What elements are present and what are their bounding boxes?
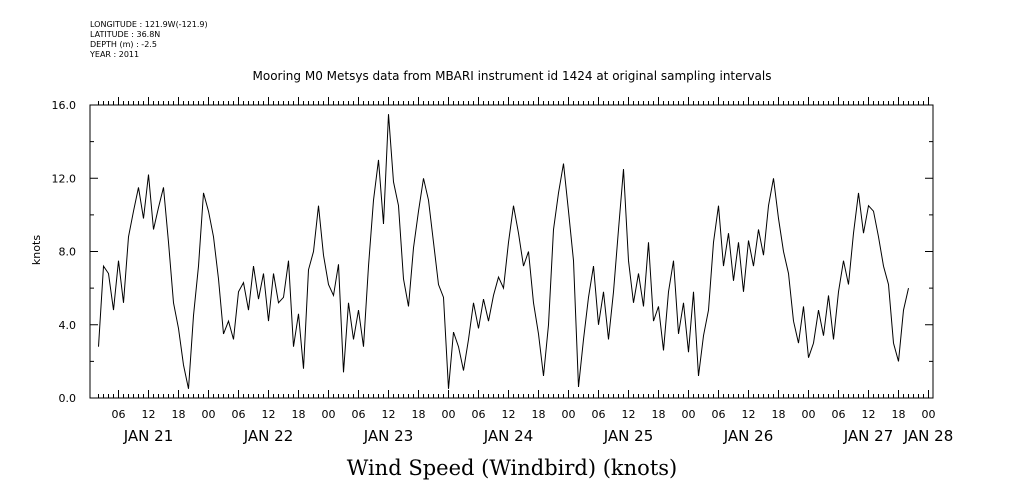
series-line-wind-speed [98,114,909,389]
x-hour-tick-label: 00 [562,408,576,421]
x-hour-tick-label: 18 [772,408,786,421]
x-hour-tick-label: 06 [712,408,726,421]
x-date-label: JAN 28 [903,427,954,445]
x-date-label: JAN 24 [483,427,534,445]
series-layer [98,114,909,389]
x-hour-tick-label: 12 [862,408,876,421]
x-hour-tick-label: 18 [892,408,906,421]
y-tick-label: 12.0 [52,172,77,185]
x-date-label: JAN 27 [843,427,894,445]
x-axis: 06 12 18 00 06 12 18 00 06 12 18 00 06 12 18 00 06 12 18 00… [98,97,954,445]
x-hour-tick-label: 06 [232,408,246,421]
y-tick-label: 0.0 [59,392,77,405]
latitude-label: LATITUDE : 36.8N [90,30,161,39]
x-hour-tick-label: 00 [802,408,816,421]
x-hour-tick-label: 06 [352,408,366,421]
x-hour-tick-label: 12 [502,408,516,421]
x-hour-tick-label: 12 [142,408,156,421]
x-hour-tick-label: 00 [922,408,936,421]
plot-frame [89,104,934,399]
longitude-label: LONGITUDE : 121.9W(-121.9) [90,20,208,29]
x-hour-tick-label: 12 [382,408,396,421]
x-hour-tick-label: 18 [412,408,426,421]
year-label: YEAR : 2011 [90,50,140,59]
x-hour-tick-label: 12 [262,408,276,421]
x-hour-tick-label: 18 [532,408,546,421]
x-hour-tick-label: 18 [172,408,186,421]
x-hour-tick-label: 00 [442,408,456,421]
x-date-label: JAN 21 [123,427,174,445]
x-hour-tick-label: 00 [322,408,336,421]
x-hour-tick-label: 00 [202,408,216,421]
y-tick-label: 8.0 [59,246,77,259]
y-axis-label: knots [30,235,43,265]
y-tick-label: 4.0 [59,319,77,332]
x-date-label: JAN 22 [243,427,294,445]
x-hour-tick-label: 06 [592,408,606,421]
x-date-label: JAN 26 [723,427,774,445]
y-axis: 0.0 4.0 8.0 12.0 16.0 [52,99,933,405]
depth-label: DEPTH (m) : -2.5 [90,40,157,49]
x-hour-tick-label: 18 [652,408,666,421]
x-date-label: JAN 25 [603,427,654,445]
x-hour-tick-label: 06 [112,408,126,421]
x-axis-label: Wind Speed (Windbird) (knots) [347,456,677,480]
x-hour-tick-label: 06 [472,408,486,421]
x-hour-tick-label: 06 [832,408,846,421]
x-hour-tick-label: 12 [742,408,756,421]
x-hour-tick-label: 18 [292,408,306,421]
chart-title: Mooring M0 Metsys data from MBARI instru… [253,69,772,83]
mooring-metadata: LONGITUDE : 121.9W(-121.9) LATITUDE : 36… [90,20,208,60]
x-hour-tick-label: 12 [622,408,636,421]
y-tick-label: 16.0 [52,99,77,112]
x-date-label: JAN 23 [363,427,414,445]
x-hour-tick-label: 00 [682,408,696,421]
